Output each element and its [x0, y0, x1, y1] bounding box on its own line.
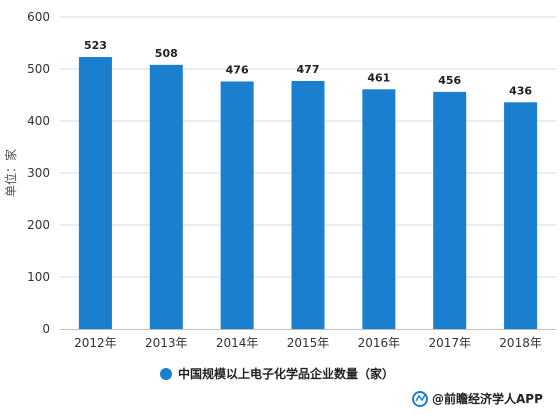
data-label: 523 — [84, 39, 107, 52]
source-credit: @前瞻经济学人APP — [412, 391, 543, 407]
bar — [504, 102, 538, 329]
legend-label: 中国规模以上电子化学品企业数量（家） — [178, 366, 394, 381]
x-tick-label: 2013年 — [145, 336, 188, 350]
x-tick-label: 2018年 — [499, 336, 542, 350]
source-text: @前瞻经济学人APP — [432, 391, 543, 406]
data-label: 461 — [367, 71, 390, 84]
data-label: 476 — [226, 63, 249, 76]
x-tick-label: 2016年 — [358, 336, 401, 350]
bar — [433, 91, 467, 329]
y-tick-label: 100 — [27, 270, 50, 284]
x-tick-label: 2014年 — [216, 336, 259, 350]
data-label: 477 — [297, 63, 320, 76]
x-tick-label: 2012年 — [74, 336, 117, 350]
bar — [220, 81, 254, 329]
bar — [362, 89, 396, 329]
bars — [78, 57, 538, 330]
y-tick-label: 300 — [27, 166, 50, 180]
y-tick-label: 600 — [27, 10, 50, 24]
y-axis-ticks: 0 100 200 300 400 500 600 — [27, 10, 50, 336]
source-logo-icon — [412, 391, 428, 407]
bar — [149, 64, 183, 329]
y-axis-label: 单位：家 — [3, 149, 18, 197]
data-labels: 523 508 476 477 461 456 436 — [84, 39, 532, 97]
data-label: 436 — [509, 84, 532, 97]
y-tick-label: 200 — [27, 218, 50, 232]
x-axis-ticks: 2012年 2013年 2014年 2015年 2016年 2017年 2018年 — [74, 336, 542, 350]
y-tick-label: 0 — [42, 322, 50, 336]
x-tick-label: 2015年 — [287, 336, 330, 350]
bar — [291, 80, 325, 330]
x-tick-label: 2017年 — [428, 336, 471, 350]
y-tick-label: 500 — [27, 62, 50, 76]
y-tick-label: 400 — [27, 114, 50, 128]
data-label: 508 — [155, 47, 178, 60]
legend-marker — [160, 368, 172, 380]
bar — [78, 57, 112, 329]
data-label: 456 — [438, 74, 461, 87]
legend: 中国规模以上电子化学品企业数量（家） — [160, 366, 394, 381]
